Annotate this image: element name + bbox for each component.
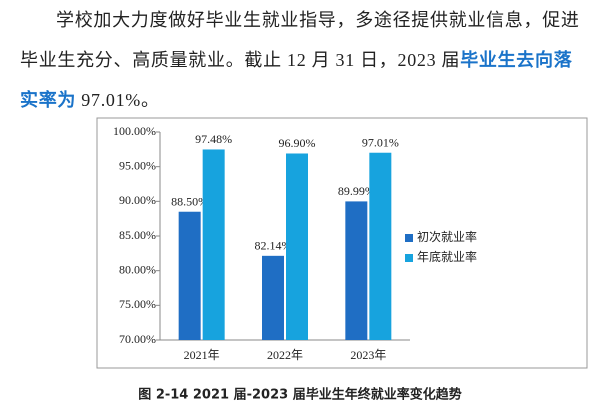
caption: 图 2-14 2021 届-2023 届毕业生年终就业率变化趋势: [138, 387, 461, 403]
data-label: 97.48%: [195, 132, 232, 146]
data-label: 82.14%: [255, 239, 292, 253]
paragraph-text: 97.01%。: [76, 90, 160, 110]
paragraph-text: 学校加大力度做好毕业生就业指导，多途径提供就业信息，促进毕业生充分、高质量就业。…: [20, 10, 580, 70]
x-tick-label: 2022年: [267, 348, 303, 362]
y-tick-label: 80.00%: [119, 262, 156, 276]
legend-label: 初次就业率: [417, 229, 477, 244]
y-tick-label: 95.00%: [119, 158, 156, 172]
bar: [286, 153, 308, 340]
paragraph: 学校加大力度做好毕业生就业指导，多途径提供就业信息，促进毕业生充分、高质量就业。…: [20, 0, 580, 120]
y-tick-label: 90.00%: [119, 193, 156, 207]
data-label: 89.99%: [338, 184, 375, 198]
y-tick-label: 70.00%: [119, 332, 156, 346]
bar: [178, 211, 201, 340]
y-tick-label: 100.00%: [113, 124, 156, 138]
bar: [262, 255, 284, 340]
data-label: 88.50%: [171, 194, 208, 208]
data-label: 96.90%: [279, 136, 316, 150]
x-tick-label: 2023年: [350, 348, 386, 362]
y-tick-label: 85.00%: [119, 228, 156, 242]
bar: [345, 201, 368, 340]
bar: [202, 149, 225, 340]
data-label: 97.01%: [362, 135, 399, 149]
x-tick-label: 2021年: [184, 348, 220, 362]
bar: [369, 152, 392, 340]
chart-frame: [96, 117, 588, 369]
legend-swatch: [405, 254, 413, 262]
y-tick-label: 75.00%: [119, 297, 156, 311]
legend-swatch: [405, 234, 413, 242]
paragraph-emphasis: 毕业生去向落实率为: [20, 50, 573, 110]
legend-label: 年底就业率: [417, 249, 477, 264]
